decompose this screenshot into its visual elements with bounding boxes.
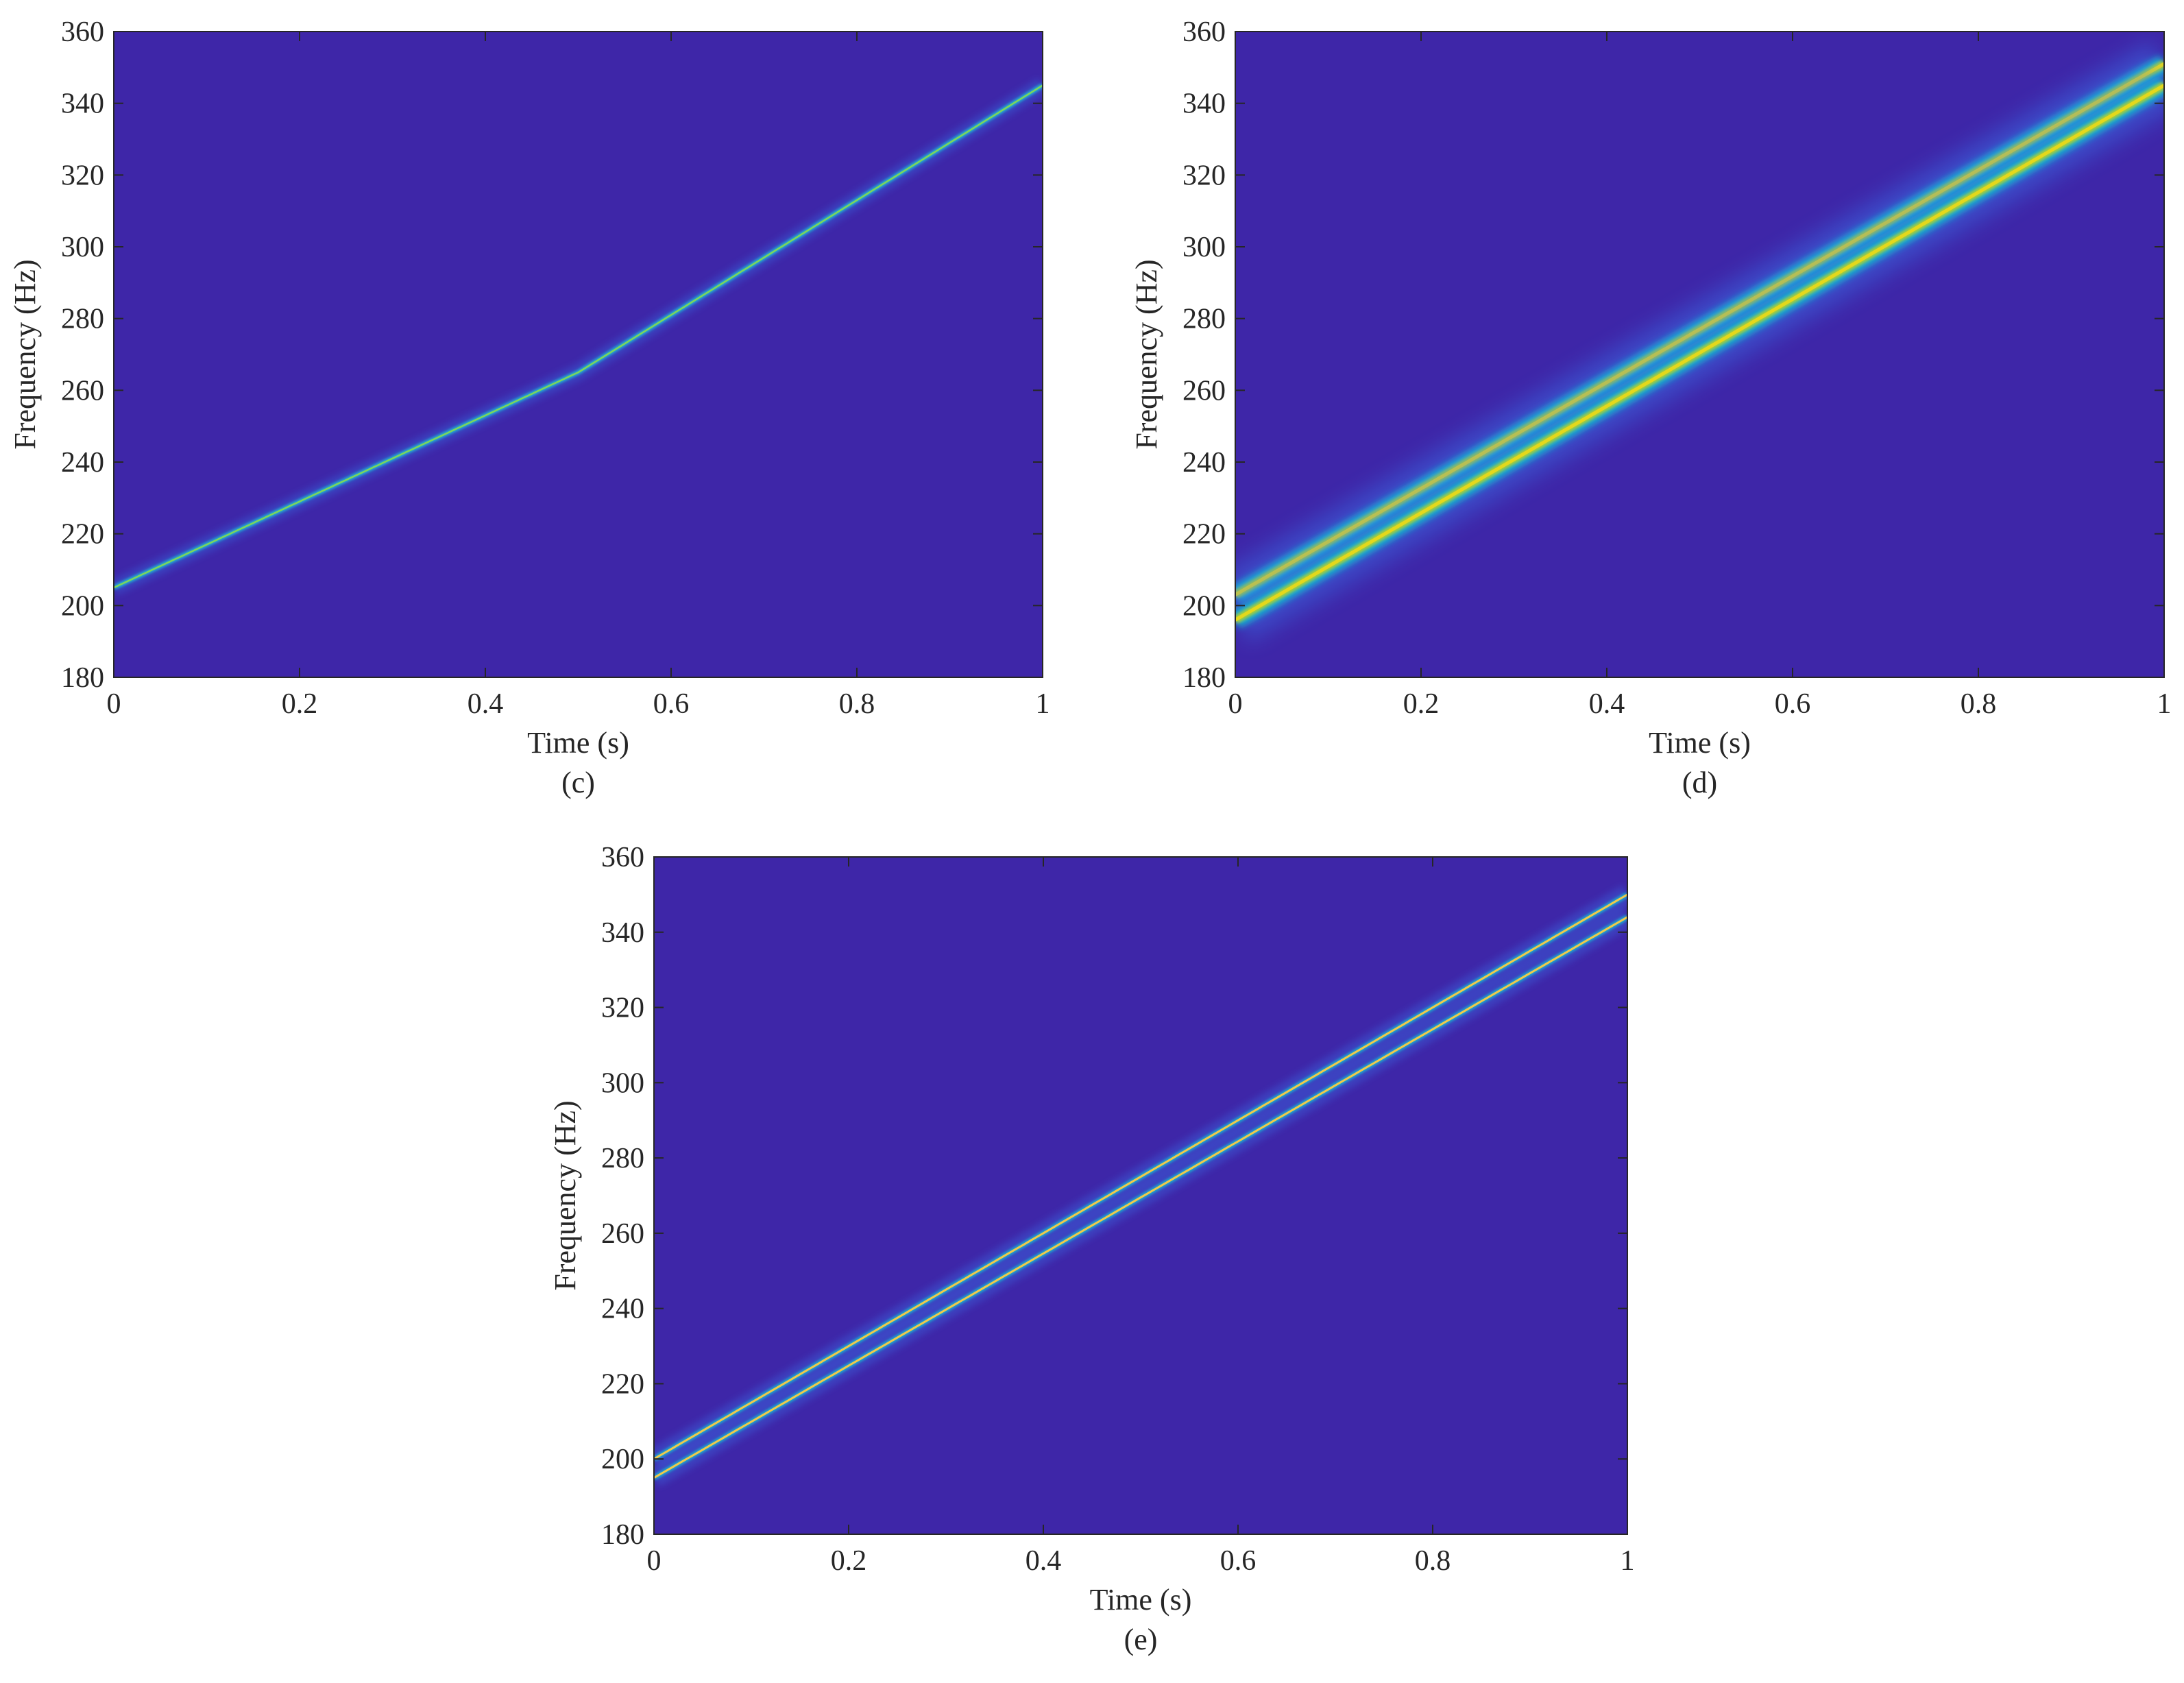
y-tick-label: 260 xyxy=(1182,375,1226,407)
axes-box xyxy=(653,856,1628,1535)
y-tick-label: 340 xyxy=(61,88,104,120)
x-axis-label: Time (s) xyxy=(1649,726,1751,760)
x-tick-label: 1 xyxy=(1621,1545,1635,1577)
axes-box xyxy=(113,31,1043,678)
y-tick-label: 300 xyxy=(1182,232,1226,263)
y-tick-label: 320 xyxy=(601,993,644,1024)
y-tick-label: 260 xyxy=(601,1218,644,1250)
x-tick-label: 0.6 xyxy=(653,688,690,720)
y-tick-label: 180 xyxy=(601,1519,644,1551)
panel-caption: (d) xyxy=(1682,766,1717,799)
chart-panel-1: 0 0.2 0.4 0.6 0.8 1 180 200 220 240 260 280 300 320 34… xyxy=(8,16,1050,799)
ridge-1 xyxy=(114,78,1043,596)
x-tick-label: 0.4 xyxy=(468,688,504,720)
x-axis-label: Time (s) xyxy=(1090,1583,1192,1617)
ridge-2 xyxy=(1235,61,2164,644)
plot-area xyxy=(114,78,1043,596)
y-tick-label: 360 xyxy=(61,16,104,48)
y-tick-label: 220 xyxy=(601,1368,644,1400)
y-tick-label: 200 xyxy=(601,1444,644,1475)
y-tick-label: 240 xyxy=(1182,447,1226,479)
ridge-1 xyxy=(654,885,1627,1468)
ridge-2 xyxy=(654,908,1627,1487)
chart-panel-3: 0 0.2 0.4 0.6 0.8 1 180 200 220 240 260 280 300 320 34… xyxy=(548,842,1635,1656)
y-tick-label: 320 xyxy=(1182,160,1226,191)
y-tick-label: 260 xyxy=(61,375,104,407)
y-tick-label: 220 xyxy=(1182,519,1226,550)
x-tick-label: 0.8 xyxy=(1961,688,1997,720)
x-tick-label: 0.8 xyxy=(839,688,875,720)
x-tick-label: 0 xyxy=(1228,688,1243,720)
y-tick-label: 360 xyxy=(1182,16,1226,48)
y-axis-label: Frequency (Hz) xyxy=(8,259,42,449)
plot-area xyxy=(654,885,1627,1487)
x-tick-label: 1 xyxy=(2157,688,2172,720)
y-axis-label: Frequency (Hz) xyxy=(1130,259,1163,449)
y-tick-label: 240 xyxy=(61,447,104,479)
chart-panel-2: 0 0.2 0.4 0.6 0.8 1 180 200 220 240 260 280 300 320 34… xyxy=(1130,16,2172,799)
x-tick-label: 0.2 xyxy=(831,1545,867,1577)
y-tick-label: 300 xyxy=(61,232,104,263)
x-tick-label: 0 xyxy=(647,1545,662,1577)
y-tick-label: 180 xyxy=(1182,662,1226,694)
y-tick-label: 280 xyxy=(1182,304,1226,335)
x-tick-label: 0.2 xyxy=(1403,688,1440,720)
x-tick-label: 0.8 xyxy=(1415,1545,1451,1577)
axes-box xyxy=(1235,31,2165,678)
plot-background xyxy=(114,32,1043,677)
y-tick-label: 200 xyxy=(61,590,104,622)
x-tick-label: 0.2 xyxy=(282,688,318,720)
panel-caption: (e) xyxy=(1124,1623,1158,1656)
y-tick-label: 240 xyxy=(601,1294,644,1325)
y-tick-label: 180 xyxy=(61,662,104,694)
x-tick-label: 0.6 xyxy=(1775,688,1811,720)
y-tick-label: 220 xyxy=(61,519,104,550)
y-tick-label: 340 xyxy=(601,917,644,949)
y-tick-label: 280 xyxy=(61,304,104,335)
plot-area xyxy=(1235,40,2164,644)
y-axis-label: Frequency (Hz) xyxy=(548,1100,582,1290)
y-tick-label: 300 xyxy=(601,1067,644,1099)
x-tick-label: 0.4 xyxy=(1026,1545,1062,1577)
x-tick-label: 0.6 xyxy=(1220,1545,1257,1577)
x-tick-label: 1 xyxy=(1036,688,1050,720)
y-tick-label: 320 xyxy=(61,160,104,191)
y-tick-label: 360 xyxy=(601,842,644,873)
panel-caption: (c) xyxy=(561,766,595,799)
y-tick-label: 200 xyxy=(1182,590,1226,622)
y-tick-label: 340 xyxy=(1182,88,1226,120)
y-tick-label: 280 xyxy=(601,1143,644,1174)
x-axis-label: Time (s) xyxy=(527,726,629,760)
x-tick-label: 0.4 xyxy=(1589,688,1625,720)
x-tick-label: 0 xyxy=(107,688,121,720)
